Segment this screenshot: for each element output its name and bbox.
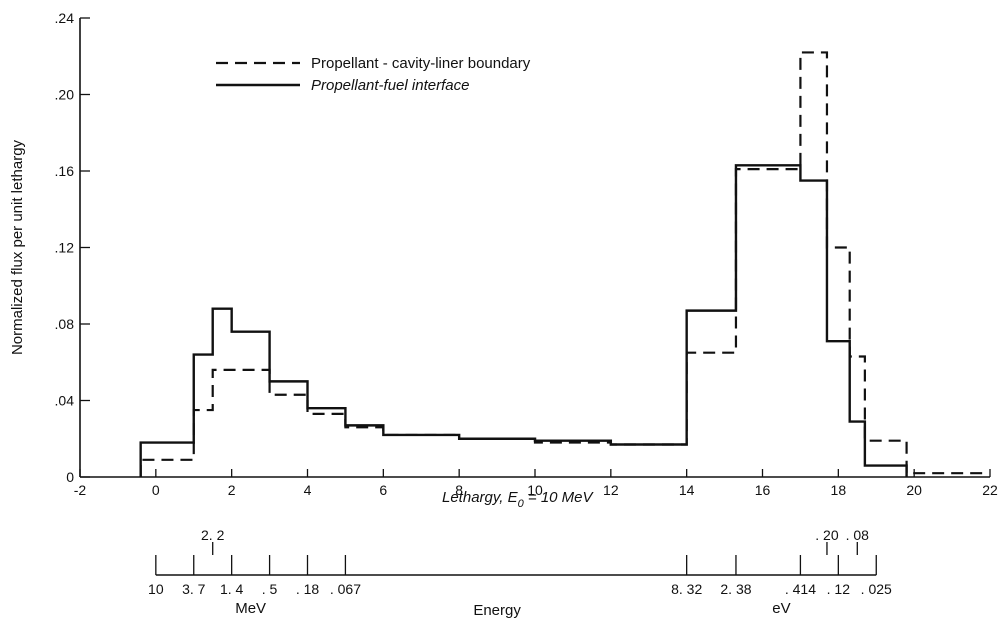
energy-tick-label-067: . 067 [330,581,361,597]
y-tick-label-08: .08 [55,316,75,332]
x-axis-title-main: Lethargy, E [442,489,519,506]
plot-axes [79,18,990,478]
x-tick-label-4: 4 [304,482,312,498]
x-tick-label-2: 2 [228,482,236,498]
x-tick-label-0: 0 [152,482,160,498]
y-tick-label-04: .04 [55,393,75,409]
y-axis-title: Normalized flux per unit lethargy [9,139,26,355]
energy-tick-label-12: . 12 [827,581,851,597]
energy-tick-label-025: . 025 [861,581,892,597]
energy-tick-label-2-2: 2. 2 [201,527,225,543]
energy-tick-label-08: . 08 [846,527,870,543]
x-axis-title-suffix: = 10 MeV [524,489,595,506]
energy-unit-mev: MeV [235,600,266,617]
x-tick-label-2: -2 [74,482,87,498]
x-tick-label-18: 18 [831,482,847,498]
x-tick-label-20: 20 [906,482,922,498]
energy-tick-label-8-32: 8. 32 [671,581,702,597]
energy-scale: 10 3. 7 1. 4 . 5 . 18 . 067 8. 32 2. 38 . 414 . 1… [148,527,892,597]
energy-unit-ev: eV [772,600,790,617]
energy-tick-label-3-7: 3. 7 [182,581,206,597]
y-tick-label-12: .12 [55,240,75,256]
energy-tick-label-20: . 20 [815,527,839,543]
x-tick-label-8: 8 [455,482,463,498]
x-axis-title: Lethargy, E0 = 10 MeV [442,489,595,510]
x-axis-title-subscript: 0 [518,498,525,510]
energy-tick-label-414: . 414 [785,581,816,597]
series-line-propellant-cavity-liner [139,51,984,477]
y-tick-label-0: 0 [66,469,74,485]
x-tick-label-16: 16 [755,482,771,498]
legend-label-propellant-fuel: Propellant-fuel interface [311,77,469,94]
y-tick-label-16: .16 [55,163,75,179]
energy-tick-label-5: . 5 [262,581,278,597]
legend: Propellant - cavity-liner boundary Prope… [216,55,531,94]
y-tick-label-20: .20 [55,87,75,103]
legend-label-propellant-cavity-liner: Propellant - cavity-liner boundary [311,55,531,72]
energy-tick-label-18: . 18 [296,581,320,597]
x-tick-label-14: 14 [679,482,695,498]
energy-tick-label-10: 10 [148,581,164,597]
energy-tick-label-1-4: 1. 4 [220,581,244,597]
x-tick-label-6: 6 [379,482,387,498]
x-axis-ticks: -2 0 2 4 6 8 10 12 14 16 18 20 22 [74,469,998,498]
y-tick-label-24: .24 [55,10,75,26]
energy-tick-label-2-38: 2. 38 [720,581,751,597]
series-group [139,51,984,477]
x-tick-label-12: 12 [603,482,619,498]
x-tick-label-22: 22 [982,482,998,498]
energy-scale-title: Energy [473,602,521,619]
series-line-propellant-fuel [139,164,908,477]
y-axis-ticks: 0 .04 .08 .12 .16 .20 .24 [55,10,90,485]
x-tick-label-10: 10 [527,482,543,498]
